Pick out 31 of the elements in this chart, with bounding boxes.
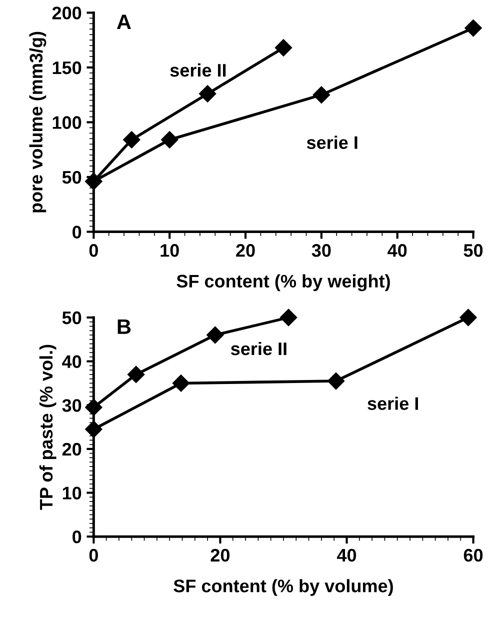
series-label: serie I: [368, 396, 418, 410]
x-tick-label: 60: [464, 548, 483, 562]
y-tick-label: 150: [52, 61, 82, 74]
x-axis-title: SF content (% by volume): [174, 579, 393, 596]
series-label: serie II: [170, 63, 226, 77]
y-axis-title: pore volume (mm3/g): [29, 32, 46, 212]
chart-title: A: [116, 14, 131, 30]
y-tick-label: 40: [62, 355, 82, 368]
x-axis-title: SF content (% by weight): [176, 274, 390, 292]
series-label: serie II: [230, 342, 286, 356]
y-tick-label: 20: [62, 442, 82, 456]
x-tick-label: 0: [89, 244, 98, 257]
x-tick-label: 40: [336, 548, 356, 562]
x-tick-label: 20: [210, 548, 230, 562]
y-tick-label: 50: [62, 311, 82, 324]
y-tick-label: 0: [72, 226, 82, 238]
y-tick-label: 200: [52, 6, 82, 20]
x-tick-label: 20: [236, 244, 255, 257]
y-axis-title: TP of paste (% vol.): [39, 344, 56, 510]
series-label: serie I: [306, 136, 358, 149]
chart-title: B: [118, 320, 131, 334]
y-tick-label: 100: [52, 116, 82, 129]
y-tick-label: 30: [62, 399, 82, 412]
x-tick-label: 30: [312, 244, 331, 257]
x-tick-label: 50: [464, 244, 483, 257]
x-tick-label: 10: [160, 244, 179, 257]
y-tick-label: 0: [72, 530, 82, 544]
y-tick-label: 50: [62, 170, 82, 184]
x-tick-label: 0: [89, 548, 98, 562]
y-tick-label: 10: [62, 486, 82, 500]
x-tick-label: 40: [388, 244, 407, 257]
